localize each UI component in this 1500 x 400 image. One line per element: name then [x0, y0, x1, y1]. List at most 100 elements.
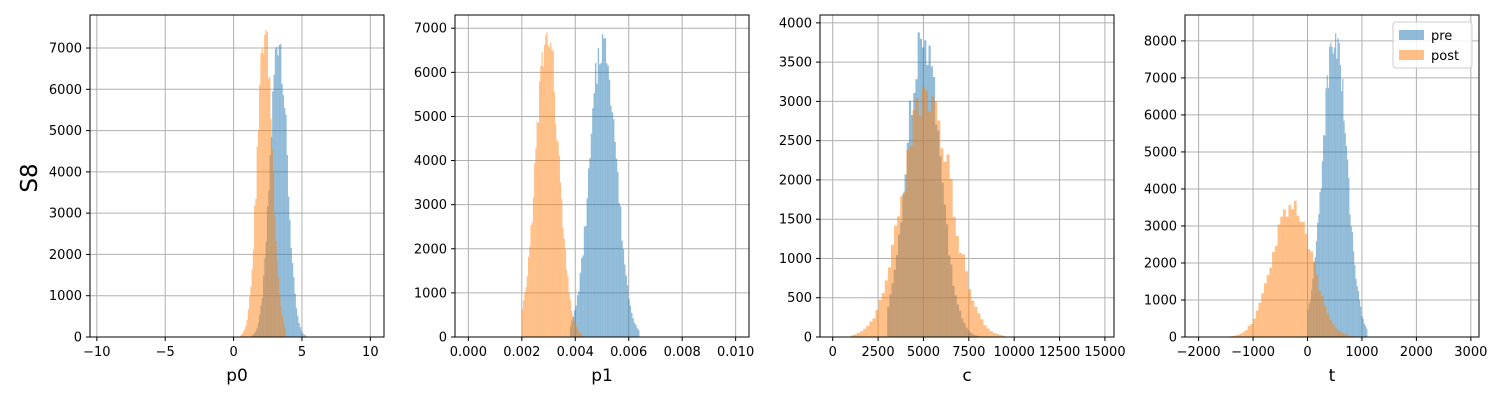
histogram-bar-post	[915, 98, 919, 338]
y-tick-label: 6000	[1144, 108, 1177, 123]
histogram-bar-pre	[633, 322, 636, 337]
histogram-bar-post	[924, 90, 928, 337]
histogram-bar-post	[1261, 293, 1264, 337]
histogram-bar-post	[912, 110, 916, 338]
histogram-bar-pre	[625, 275, 627, 337]
histogram-bar-post	[529, 246, 531, 337]
y-tick-label: 3500	[779, 56, 812, 71]
histogram-bar-post	[276, 260, 278, 337]
x-tick-label: −10	[83, 345, 110, 360]
histogram-bar-post	[558, 155, 560, 337]
x-tick-label: 7500	[952, 345, 985, 360]
histogram-bar-post	[1337, 330, 1341, 337]
histogram-bar-post	[244, 329, 246, 337]
histogram-bar-pre	[286, 155, 288, 337]
histogram-bar-pre	[635, 324, 637, 337]
histogram-bar-post	[1329, 320, 1332, 337]
histogram-bar-post	[1002, 335, 1006, 337]
histogram-bar-post	[249, 296, 251, 337]
histogram-bar-post	[251, 269, 253, 337]
histogram-bar-post	[906, 149, 910, 337]
histogram-bar-pre	[628, 299, 630, 337]
histogram-bar-pre	[1320, 188, 1322, 337]
histogram-bar-pre	[610, 105, 612, 337]
y-tick-label: 1000	[1144, 293, 1177, 308]
histogram-bar-post	[894, 225, 898, 337]
chart-panel-p1: 0.000 0.002 0.004 0.006 0.008 0.010 0 1000 2000 3…	[414, 14, 754, 386]
y-tick-label: 1500	[779, 213, 812, 228]
histogram-bar-pre	[1323, 135, 1325, 337]
histogram-bar-pre	[287, 196, 290, 337]
histogram-bar-pre	[624, 264, 626, 337]
y-tick-label: 7000	[49, 42, 82, 57]
histogram-bar-post	[1340, 332, 1343, 337]
histogram-bar-post	[860, 331, 864, 337]
histogram-bar-post	[986, 328, 990, 337]
histogram-bar-pre	[1335, 33, 1337, 337]
histogram-bar-post	[545, 35, 547, 337]
histogram-bar-post	[569, 299, 571, 337]
histogram-bar-post	[872, 318, 876, 337]
histogram-bar-post	[572, 314, 574, 337]
histogram-bar-pre	[1355, 279, 1357, 337]
histogram-bar-post	[998, 334, 1003, 337]
histogram-bar-post	[562, 228, 564, 337]
histogram-bar-post	[890, 244, 895, 337]
histogram-bar-pre	[291, 263, 294, 337]
histogram-bar-post	[262, 53, 265, 337]
y-tick-label: 3000	[414, 198, 447, 213]
histogram-bar-post	[1280, 216, 1283, 337]
histogram-bar-pre	[1353, 251, 1355, 337]
histogram-bar-post	[575, 326, 578, 337]
histogram-bar-post	[261, 48, 263, 337]
histogram-bar-pre	[1348, 177, 1350, 337]
histogram-bar-pre	[576, 295, 579, 337]
y-tick-label: 1000	[49, 289, 82, 304]
histogram-bar-pre	[278, 44, 281, 338]
histogram-bar-post	[1304, 233, 1308, 337]
histogram-bar-post	[281, 315, 284, 337]
x-tick-label: −2000	[1177, 345, 1221, 360]
y-tick-label: 0	[1169, 331, 1177, 346]
histogram-bar-pre	[613, 119, 615, 338]
x-tick-label: 0	[229, 345, 237, 360]
histogram-bar-post	[557, 141, 559, 337]
histogram-bar-post	[1288, 205, 1292, 337]
histogram-bar-post	[897, 216, 901, 337]
histogram-bar-post	[573, 320, 575, 337]
histogram-bar-post	[283, 322, 285, 337]
y-tick-label: 1000	[414, 286, 447, 301]
histogram-bar-pre	[585, 225, 587, 337]
histogram-bar-post	[271, 149, 273, 337]
y-tick-label: 3000	[49, 207, 82, 222]
axes-frame	[89, 14, 385, 338]
histogram-bar-pre	[1326, 75, 1328, 338]
histogram-bar-post	[547, 45, 549, 338]
histogram-bar-post	[552, 50, 554, 338]
histogram-bar-post	[949, 179, 953, 337]
histogram-bar-post	[1312, 261, 1316, 337]
histogram-bar-pre	[594, 63, 597, 337]
histogram-bar-pre	[1339, 65, 1342, 337]
histogram-bar-pre	[599, 64, 601, 337]
histogram-bar-post	[521, 309, 524, 337]
legend-swatch-pre	[1399, 30, 1424, 40]
histogram-bar-post	[887, 267, 891, 337]
axes-frame	[454, 14, 750, 338]
histogram-bar-pre	[1363, 323, 1365, 337]
y-tick-label: 1000	[779, 252, 812, 267]
histogram-bar-pre	[295, 308, 298, 337]
y-tick-label: 3000	[1144, 219, 1177, 234]
histogram-bar-post	[965, 271, 969, 337]
histogram-bar-post	[931, 96, 935, 338]
histogram-bar-post	[1318, 290, 1322, 337]
histogram-bar-post	[1269, 267, 1273, 337]
histogram-bar-post	[246, 319, 248, 337]
histogram-bar-pre	[1342, 78, 1344, 338]
histogram-bar-post	[958, 252, 962, 337]
legend: pre post	[1392, 21, 1473, 69]
x-axis-label: p0	[226, 366, 248, 386]
histogram-bar-pre	[607, 65, 609, 338]
histogram-bar-post	[543, 44, 546, 338]
